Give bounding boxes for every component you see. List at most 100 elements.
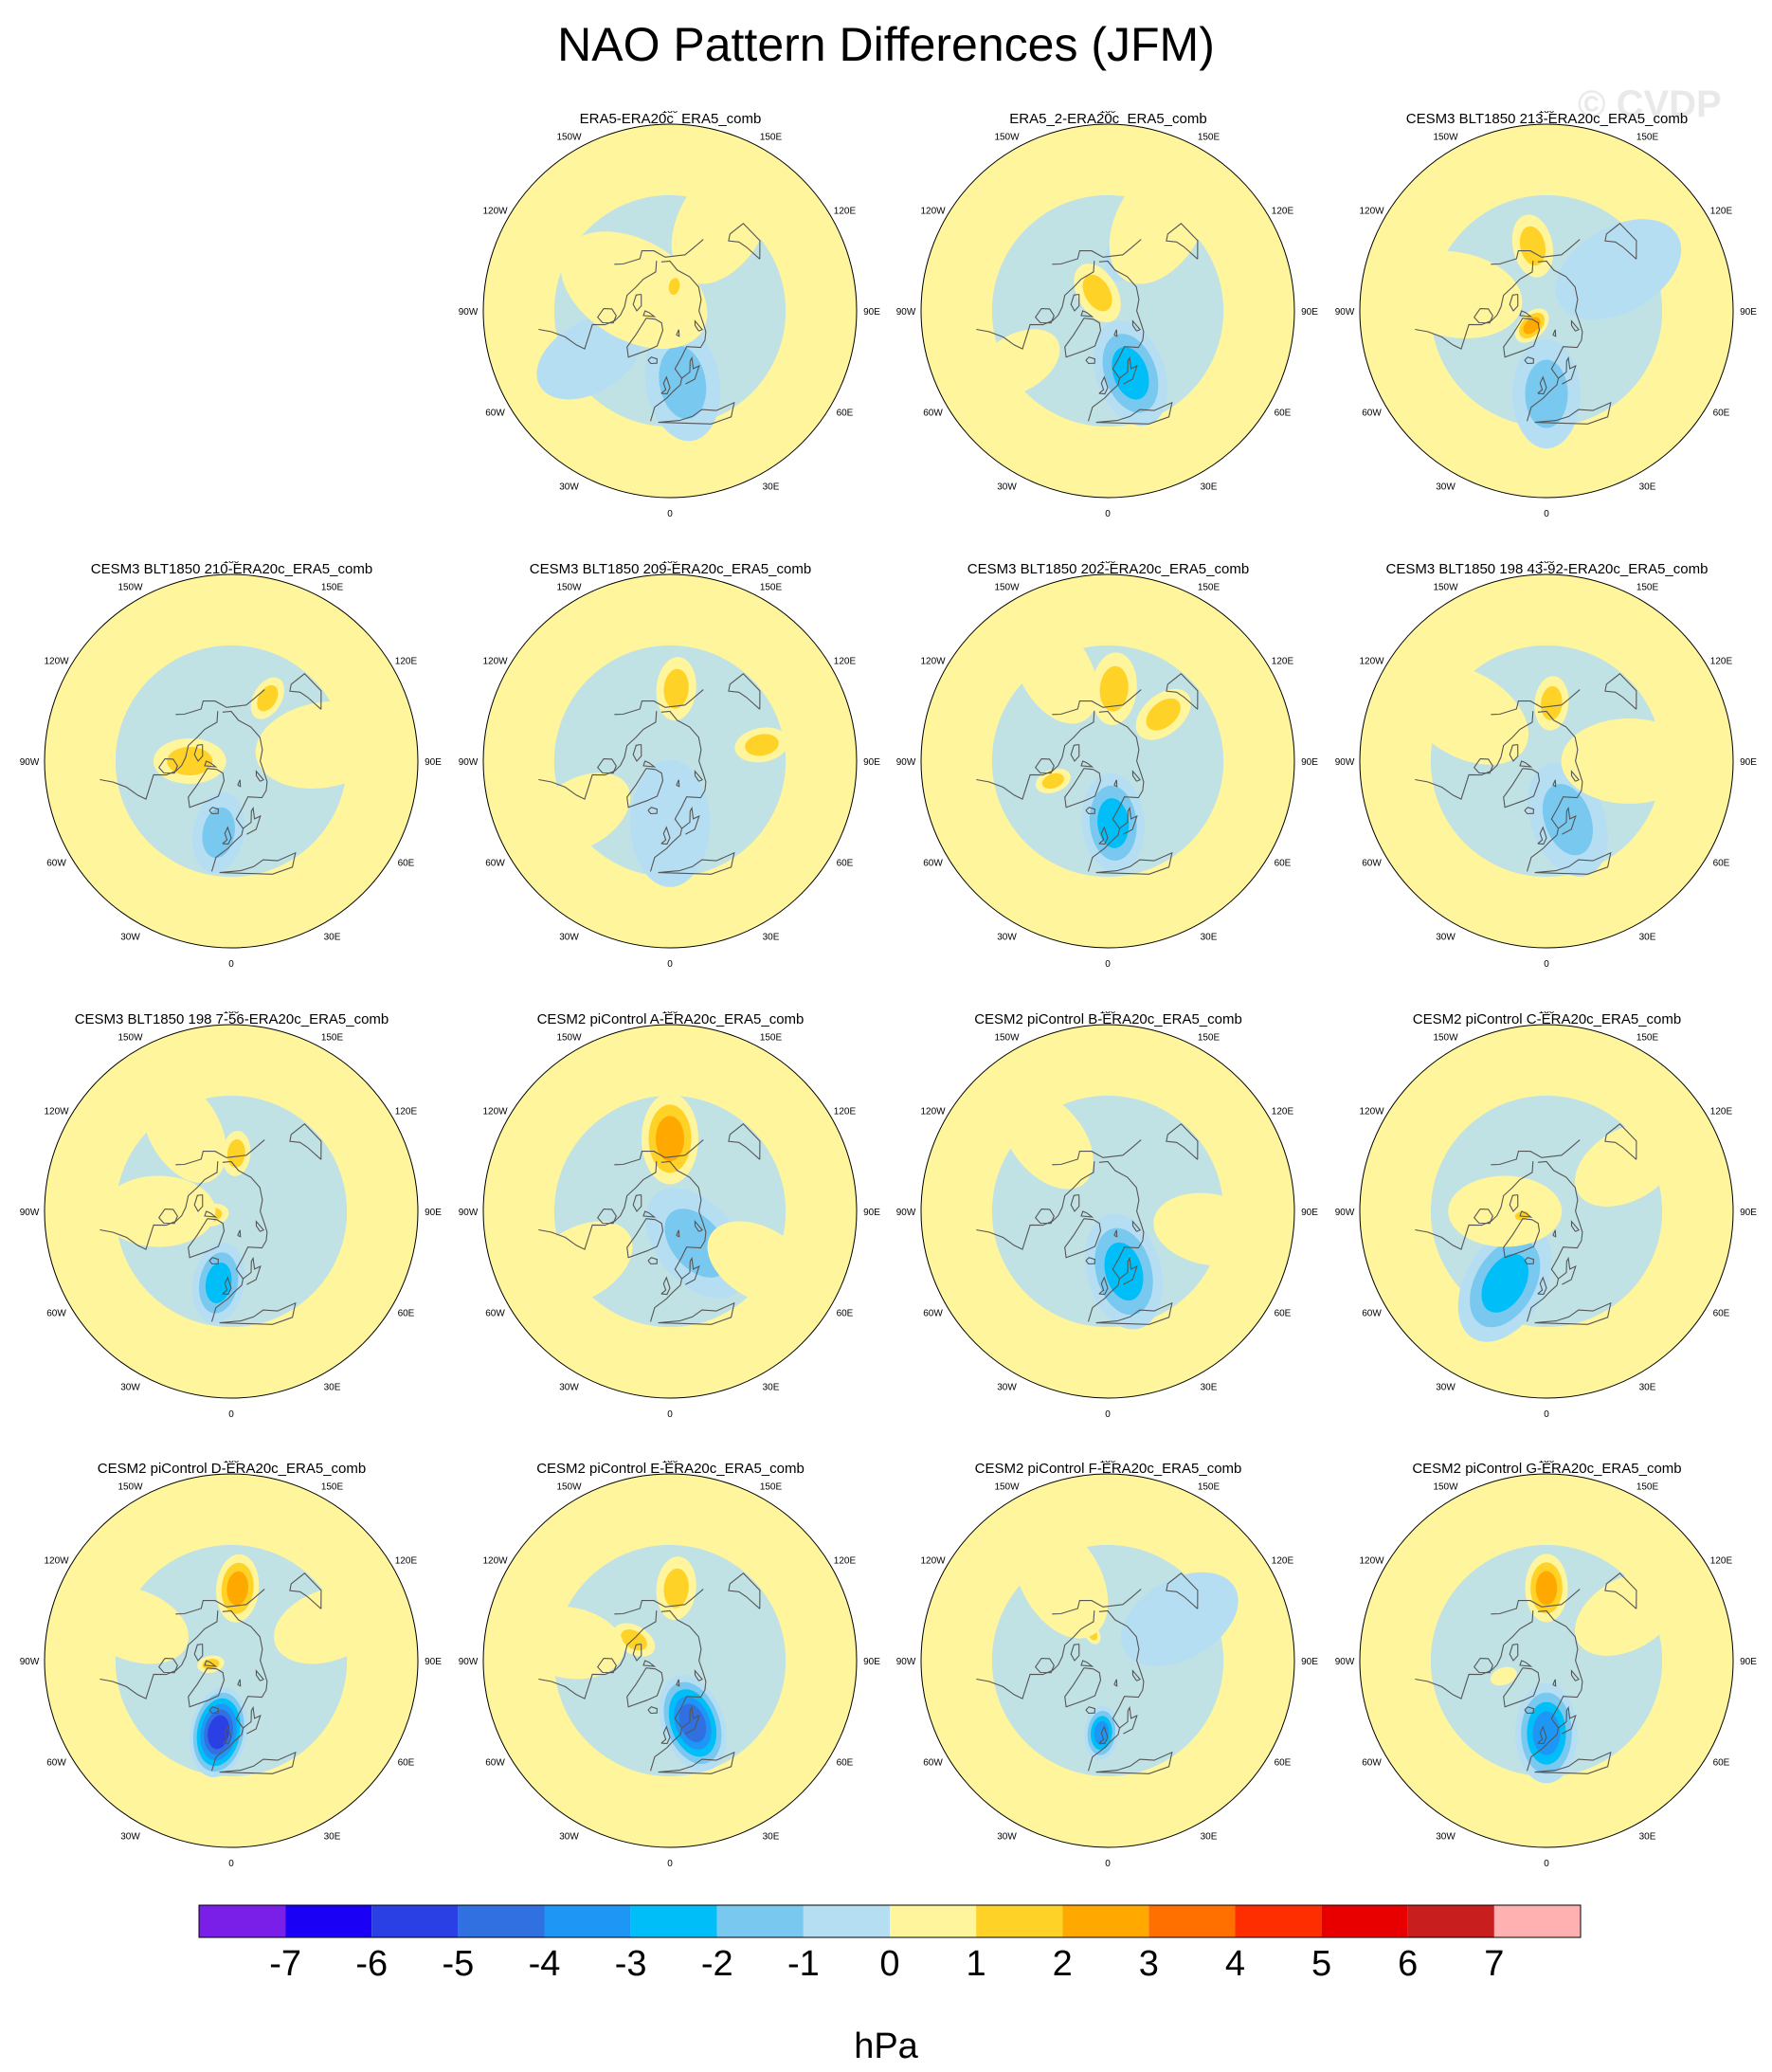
longitude-label: 150E — [321, 1482, 344, 1493]
longitude-label: 60E — [1713, 1309, 1730, 1319]
longitude-label: 30E — [324, 932, 341, 942]
coastline — [255, 1220, 264, 1232]
coastline — [1534, 401, 1612, 425]
longitude-label: 150E — [1636, 583, 1659, 593]
longitude-label: 120E — [1272, 207, 1294, 217]
coastline — [1035, 1209, 1055, 1225]
colorbar-frame — [198, 1904, 1582, 1938]
anomaly-contour — [1146, 698, 1181, 731]
longitude-label: 30E — [1201, 1831, 1218, 1842]
longitude-label: 150E — [1198, 1482, 1221, 1493]
longitude-label: 180 — [662, 1011, 678, 1016]
longitude-label: 90W — [20, 1657, 40, 1667]
longitude-label: 120W — [44, 1107, 69, 1118]
coastline — [1166, 673, 1199, 710]
longitude-label: 150E — [1636, 133, 1659, 143]
coastline — [158, 1209, 178, 1225]
coastline — [208, 1257, 219, 1265]
longitude-label: 60E — [1275, 409, 1292, 419]
longitude-label: 90E — [1740, 307, 1757, 318]
anomaly-contour — [101, 1175, 216, 1247]
coastline — [222, 1725, 232, 1745]
coastline — [642, 1210, 657, 1218]
coastline — [1526, 1609, 1583, 1772]
longitude-label: 120W — [44, 657, 69, 667]
longitude-label: 150E — [1198, 1033, 1221, 1044]
coastline — [1070, 293, 1080, 312]
polar-map: 180 150E 120E 90E 60E 30E 0 30W 60W 90W 120W 150W — [896, 561, 1319, 970]
coastline — [658, 851, 735, 875]
anomaly-contour — [1575, 1122, 1680, 1207]
longitude-label: 60E — [1713, 409, 1730, 419]
coastline — [243, 1256, 262, 1285]
longitude-label: 60W — [46, 859, 66, 869]
panel-title: CESM2 piControl G-ERA20c_ERA5_comb — [1412, 1461, 1682, 1477]
coastline — [642, 760, 657, 768]
longitude-label: 120W — [1359, 207, 1384, 217]
longitude-label: 30W — [120, 1831, 140, 1842]
coastline — [626, 1218, 664, 1259]
coastline — [728, 223, 761, 260]
coastline — [204, 760, 218, 768]
coastline — [1558, 1705, 1577, 1735]
anomaly-contour — [1104, 1242, 1144, 1300]
colorbar-tick-label: 0 — [879, 1944, 899, 1984]
anomaly-contour — [1109, 157, 1210, 284]
map-panel: CESM2 piControl E-ERA20c_ERA5_comb180 150… — [450, 1461, 891, 1911]
coastline — [1534, 1301, 1612, 1325]
longitude-label: 30W — [1436, 1831, 1456, 1842]
map-border — [920, 123, 1295, 499]
longitude-label: 30E — [763, 482, 780, 492]
coastline — [1526, 1160, 1583, 1322]
colorbar-tick-label: 1 — [967, 1944, 986, 1984]
coastline — [681, 355, 700, 385]
coastline — [1131, 319, 1141, 332]
coastline — [210, 1609, 268, 1772]
anomaly-contour — [976, 329, 1060, 397]
longitude-label: 30W — [997, 1382, 1017, 1392]
longitude-label: 0 — [1544, 1859, 1549, 1869]
anomaly-contour — [274, 1586, 384, 1664]
coastline — [1537, 1725, 1547, 1745]
coastline — [1415, 1610, 1534, 1699]
longitude-label: 30E — [1201, 482, 1218, 492]
longitude-label: 0 — [1544, 509, 1549, 519]
coastline — [99, 711, 219, 800]
coastline — [649, 1160, 707, 1322]
panel-title: CESM2 piControl C-ERA20c_ERA5_comb — [1412, 1011, 1682, 1027]
longitude-label: 60W — [1362, 409, 1382, 419]
colorbar-swatch — [716, 1905, 804, 1937]
anomaly-contour — [671, 157, 772, 284]
longitude-label: 0 — [1544, 959, 1549, 970]
map-background-inner — [115, 645, 348, 878]
coastline — [1534, 851, 1612, 875]
anomaly-contour — [1153, 1192, 1267, 1266]
coastline — [647, 807, 658, 815]
map-panel: CESM3 BLT1850 198 7-56-ERA20c_ERA5_comb 1… — [11, 1011, 452, 1462]
longitude-label: 30W — [559, 1831, 579, 1842]
longitude-label: 120E — [1710, 1556, 1733, 1567]
longitude-label: 180 — [1100, 111, 1116, 116]
longitude-label: 60W — [923, 1758, 943, 1769]
coastline — [1085, 1706, 1095, 1715]
longitude-label: 120W — [1359, 1556, 1384, 1567]
map-panel: CESM3 BLT1850 198 43-92-ERA20c_ERA5_comb… — [1327, 561, 1767, 1011]
coastline — [1491, 1589, 1581, 1615]
coastline — [728, 1123, 761, 1160]
coastline — [99, 1610, 219, 1699]
anomaly-contour — [226, 1138, 245, 1168]
coastline — [1119, 1256, 1138, 1285]
longitude-label: 30W — [1436, 482, 1456, 492]
anomaly-contour — [1014, 618, 1098, 724]
colorbar-tick-label: -6 — [355, 1944, 388, 1984]
longitude-label: 90W — [1335, 757, 1355, 768]
longitude-label: 60E — [837, 409, 854, 419]
coastline — [1087, 1609, 1145, 1772]
coastline — [614, 1589, 704, 1615]
coastline — [193, 743, 204, 762]
coastline — [1113, 1679, 1118, 1687]
longitude-label: 120W — [920, 1107, 946, 1118]
colorbar-swatch — [1493, 1905, 1581, 1937]
coastline — [1166, 1572, 1199, 1609]
coastline — [1119, 1705, 1138, 1735]
